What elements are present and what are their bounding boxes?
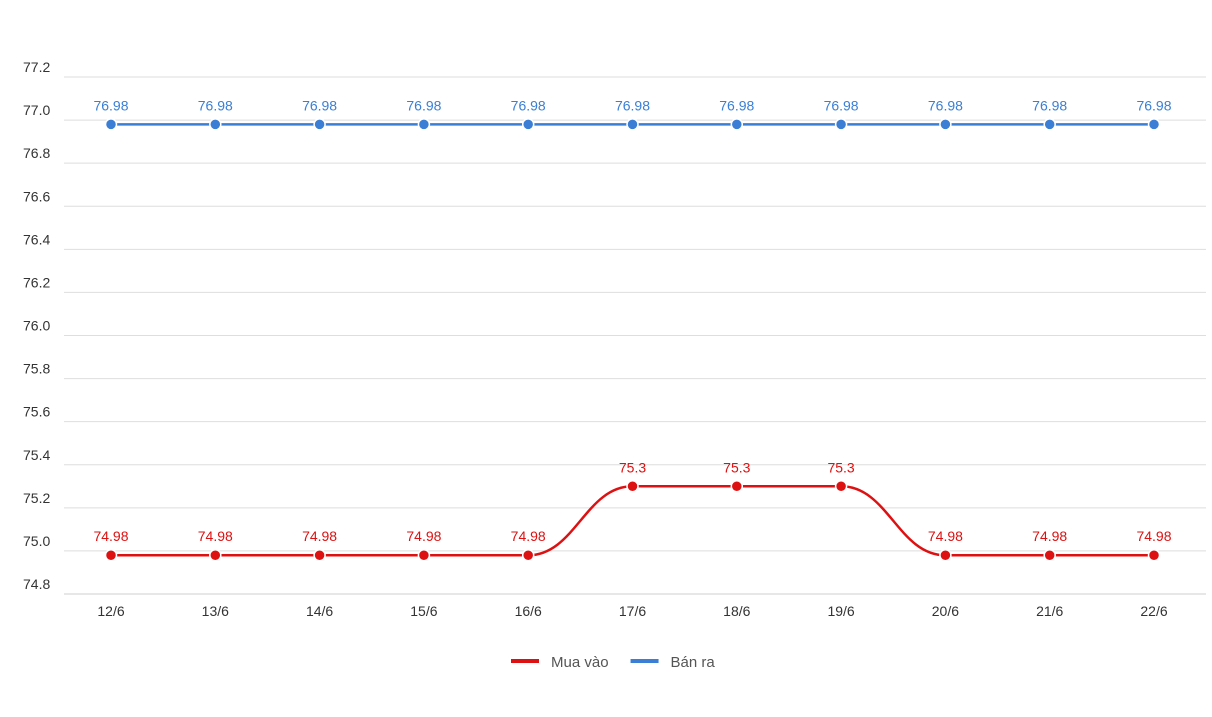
data-point[interactable] [834,480,848,493]
data-label: 76.98 [93,97,128,113]
x-tick-label: 12/6 [97,603,124,619]
data-point[interactable] [1147,548,1161,562]
data-point[interactable] [417,548,431,562]
data-point[interactable] [730,480,744,493]
y-tick-label: 75.6 [23,404,50,420]
data-point[interactable] [1147,118,1161,131]
series-layer: 74.98 74.98 74.98 74.98 74.98 75.3 75.3 75.3 74.… [93,97,1172,562]
data-label: 76.98 [719,97,754,113]
legend[interactable]: Mua vào Bán ra [511,654,715,671]
y-tick-label: 77.0 [23,102,50,118]
x-tick-label: 15/6 [410,603,437,619]
data-label: 75.3 [723,459,750,475]
x-tick-label: 19/6 [827,603,854,619]
series-sell: 76.98 76.98 76.98 76.98 76.98 76.98 76.98 76.98… [93,97,1172,131]
grid-layer [64,76,1206,595]
data-point[interactable] [209,548,222,562]
legend-item-buy[interactable]: Mua vào [511,654,609,671]
data-label: 76.98 [198,97,233,113]
legend-label: Bán ra [671,654,716,671]
data-point[interactable] [521,548,535,562]
x-tick-label: 16/6 [515,603,542,619]
y-tick-label: 76.8 [23,145,50,161]
x-axis: 12/6 13/6 14/6 15/6 16/6 17/6 18/6 19/6 20/6 21/6… [97,603,1167,619]
x-tick-label: 13/6 [202,603,229,619]
data-label: 75.3 [827,459,854,475]
x-tick-label: 18/6 [723,603,750,619]
data-label: 76.98 [1032,97,1067,113]
y-tick-label: 76.2 [23,274,50,290]
data-point[interactable] [209,118,222,131]
data-point[interactable] [1043,118,1056,131]
x-tick-label: 20/6 [932,603,959,619]
y-axis: 74.8 75.0 75.2 75.4 75.6 75.8 76.0 76.2 76.4 76.6… [23,59,50,592]
y-tick-label: 74.8 [23,576,50,592]
data-label: 76.98 [1136,97,1171,113]
data-label: 74.98 [302,528,337,544]
legend-item-sell[interactable]: Bán ra [630,654,716,671]
x-tick-label: 17/6 [619,603,646,619]
y-tick-label: 76.0 [23,318,50,334]
x-tick-label: 22/6 [1140,603,1167,619]
data-point[interactable] [834,118,848,131]
data-label: 74.98 [511,528,546,544]
x-tick-label: 21/6 [1036,603,1063,619]
y-tick-label: 76.4 [23,231,50,247]
y-tick-label: 75.2 [23,490,50,506]
y-tick-label: 77.2 [23,59,50,75]
data-point[interactable] [626,480,639,493]
data-label: 76.98 [511,97,546,113]
data-point[interactable] [417,118,431,131]
data-point[interactable] [104,118,118,131]
data-point[interactable] [939,548,952,562]
data-point[interactable] [939,118,952,131]
y-tick-label: 75.4 [23,447,50,463]
data-point[interactable] [521,118,535,131]
data-point[interactable] [626,118,639,131]
data-label: 74.98 [93,528,128,544]
data-label: 74.98 [1136,528,1171,544]
y-tick-label: 75.0 [23,533,50,549]
x-tick-label: 14/6 [306,603,333,619]
data-label: 76.98 [406,97,441,113]
data-label: 76.98 [302,97,337,113]
data-label: 74.98 [198,528,233,544]
data-label: 74.98 [406,528,441,544]
data-label: 74.98 [928,528,963,544]
y-tick-label: 76.6 [23,188,50,204]
data-label: 76.98 [928,97,963,113]
data-label: 76.98 [615,97,650,113]
y-tick-label: 75.8 [23,361,50,377]
data-point[interactable] [104,548,118,562]
data-label: 76.98 [824,97,859,113]
data-point[interactable] [313,548,326,562]
data-label: 75.3 [619,459,646,475]
data-point[interactable] [730,118,744,131]
legend-label: Mua vào [551,654,609,671]
data-point[interactable] [1043,548,1056,562]
series-line [110,485,1154,557]
data-point[interactable] [313,118,326,131]
data-label: 74.98 [1032,528,1067,544]
series-buy: 74.98 74.98 74.98 74.98 74.98 75.3 75.3 75.3 74.… [93,459,1172,562]
